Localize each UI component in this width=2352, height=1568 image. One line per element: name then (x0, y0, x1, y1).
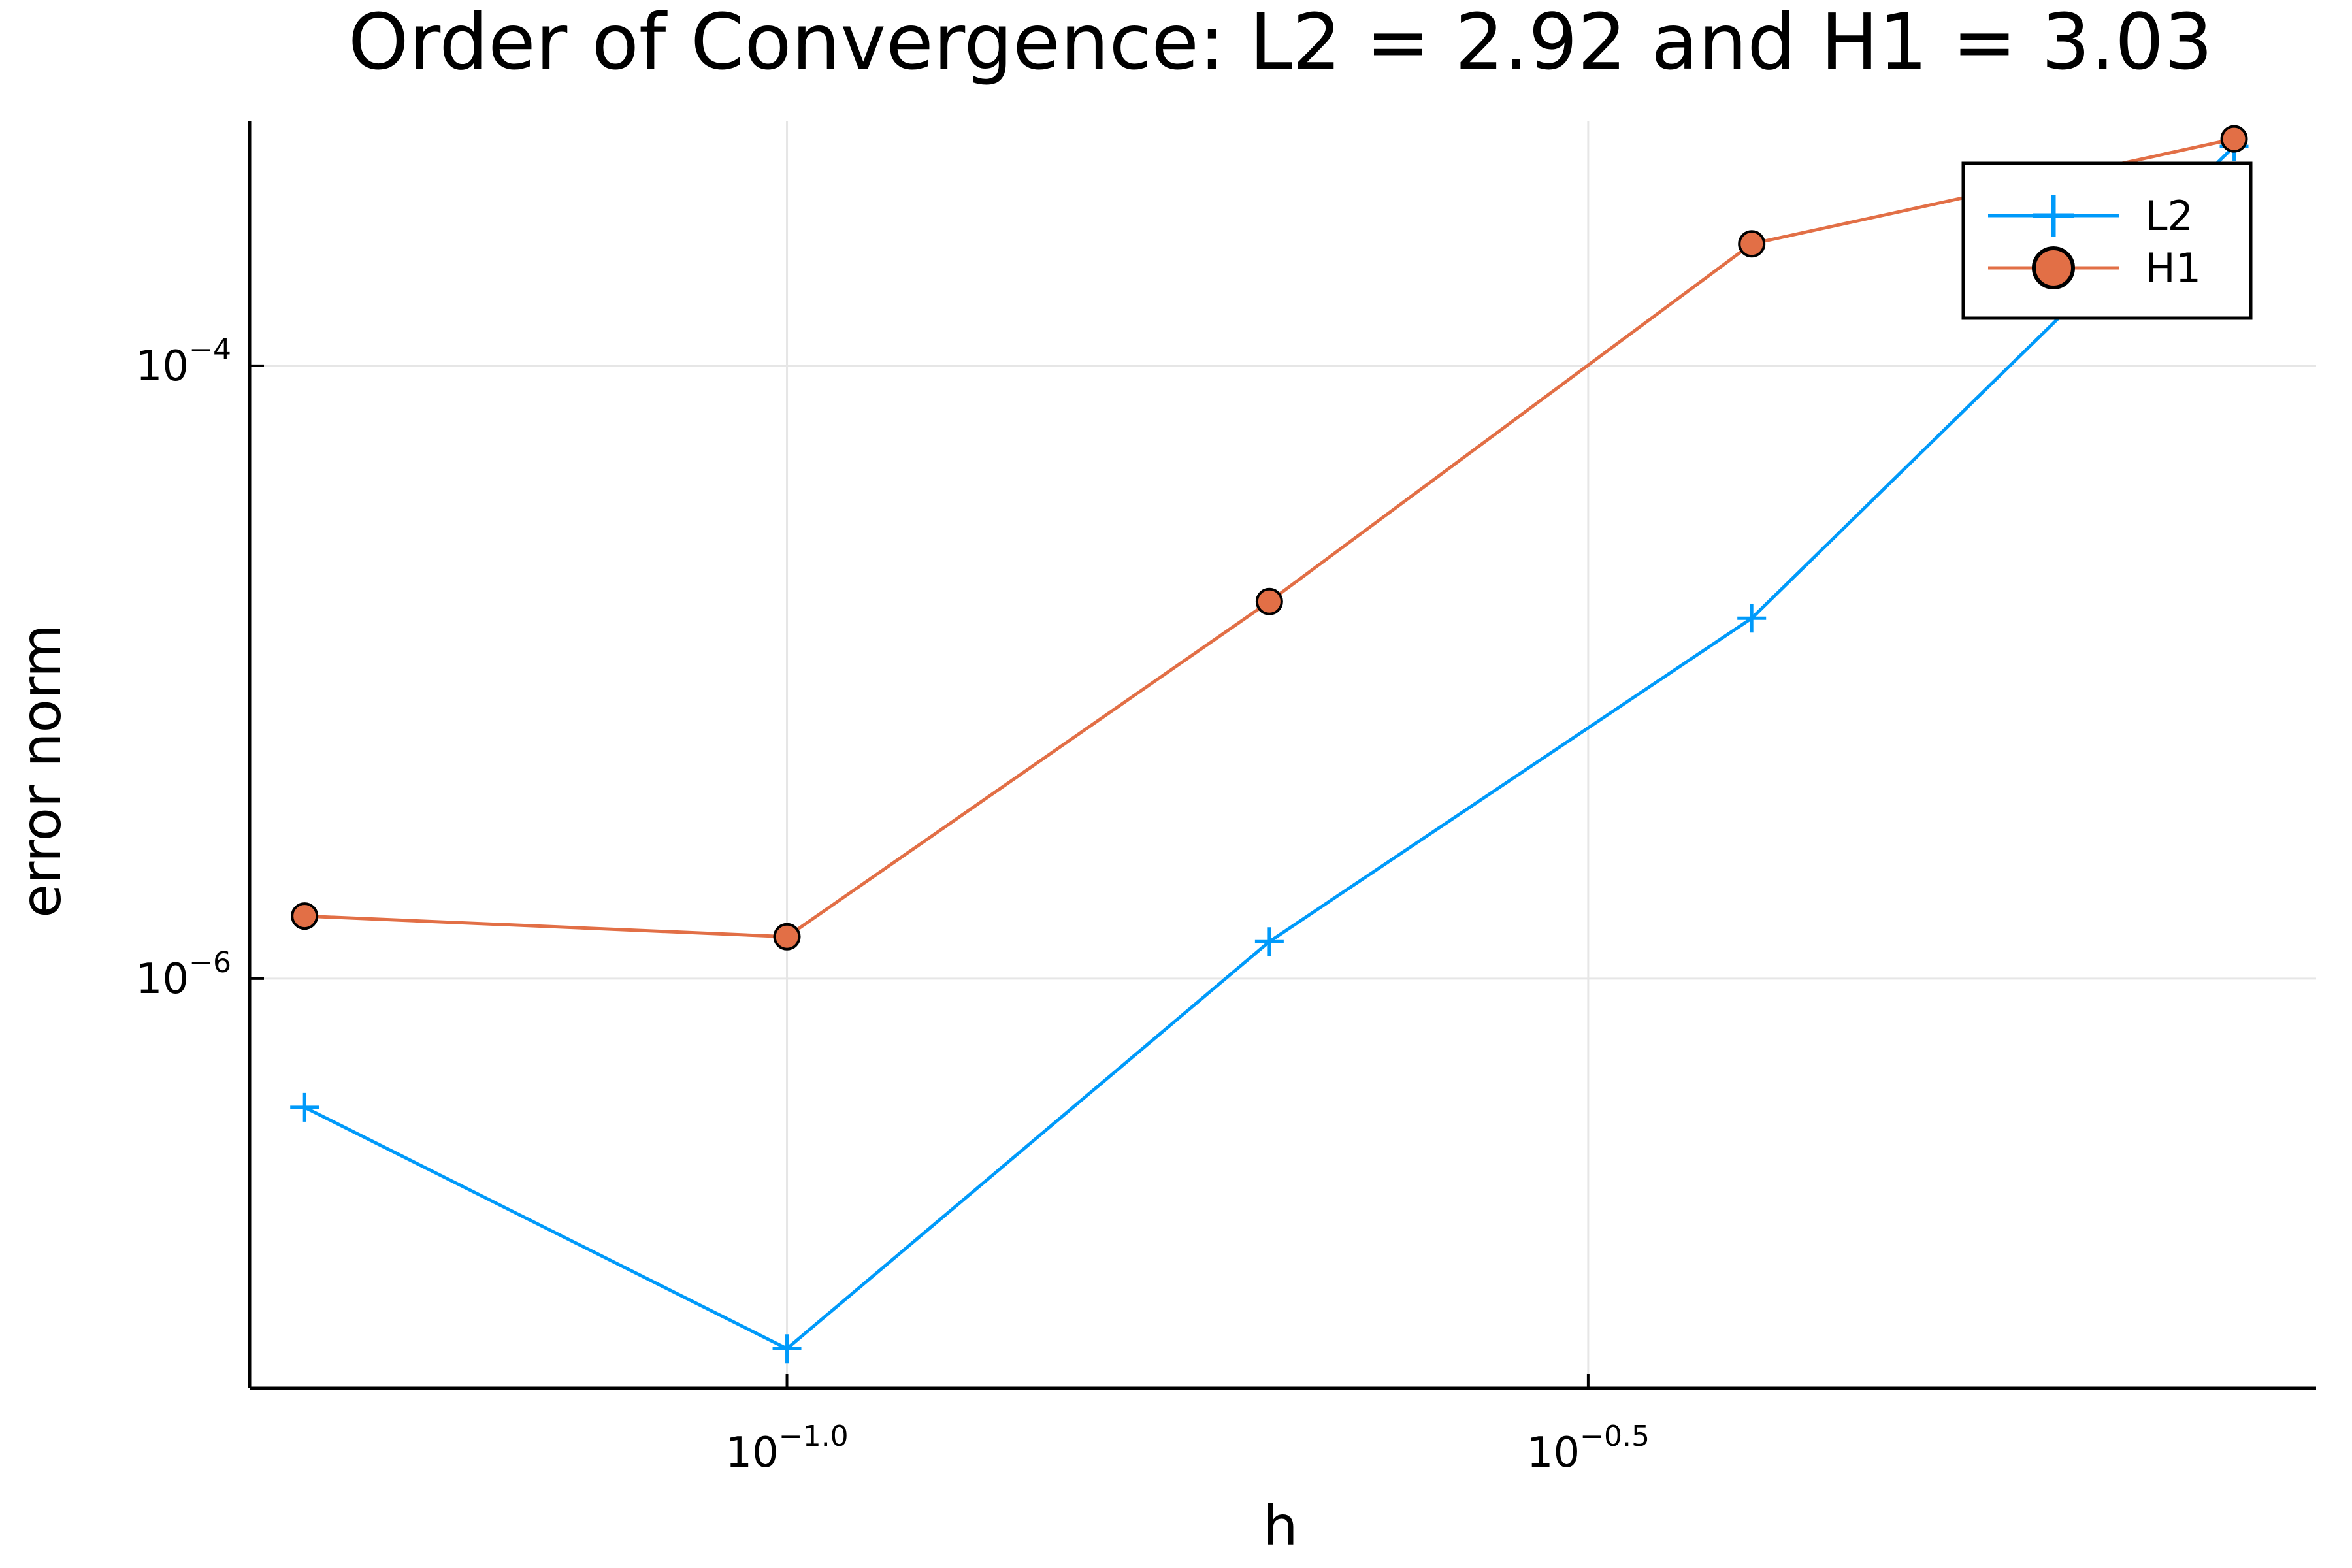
l2-point-1 (772, 1334, 802, 1364)
l2-point-3 (1737, 604, 1767, 633)
y-tick-labels: 10−4 10−6 (136, 333, 231, 1004)
x-tick-label-0: 10−1.0 (725, 1420, 848, 1477)
grid-lines (250, 121, 2316, 1388)
axes (248, 121, 2316, 1390)
series-markers (290, 125, 2249, 1364)
legend-l2-label: L2 (2145, 192, 2193, 240)
h1-point-4 (2220, 125, 2248, 153)
legend-h1-label: H1 (2145, 244, 2201, 292)
h1-point-3 (1738, 230, 1766, 258)
h1-series-line (304, 137, 2235, 939)
series-lines (304, 137, 2236, 1350)
y-tick-label-0: 10−4 (136, 333, 231, 391)
legend-l2-marker (2033, 195, 2074, 237)
h1-point-2 (1255, 587, 1283, 615)
l2-point-2 (1254, 927, 1284, 956)
chart-title: Order of Convergence: L2 = 2.92 and H1 =… (348, 0, 2213, 87)
legend-h1-marker (2032, 246, 2075, 289)
h1-point-0 (291, 902, 319, 930)
x-tick-labels: 10−1.0 10−0.5 (725, 1420, 1650, 1477)
legend-box (1961, 161, 2253, 320)
x-tick-label-1: 10−0.5 (1527, 1420, 1650, 1477)
h1-point-1 (773, 923, 801, 951)
y-tick-label-1: 10−6 (136, 946, 231, 1004)
x-axis-label: h (1263, 1494, 1298, 1558)
l2-series-line (304, 145, 2236, 1350)
l2-point-0 (290, 1092, 319, 1122)
y-axis-label: error norm (9, 624, 73, 918)
